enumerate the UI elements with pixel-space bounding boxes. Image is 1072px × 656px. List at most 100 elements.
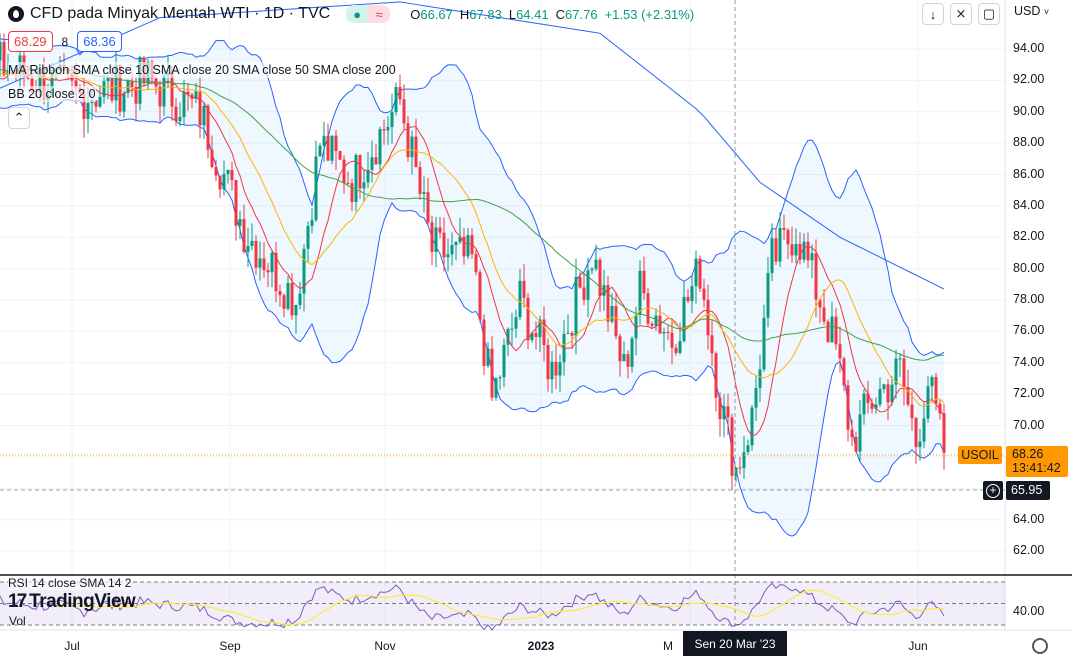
- bollinger-upper-line: [0, 38, 945, 357]
- settings-gear-icon[interactable]: [1032, 638, 1048, 654]
- candle-body: [406, 123, 410, 158]
- candle-body: [914, 418, 918, 448]
- candle-body: [558, 362, 562, 376]
- sell-price-button[interactable]: 68.29: [8, 31, 53, 52]
- candle-body: [162, 75, 166, 107]
- candle-body: [786, 229, 790, 245]
- candle-body: [874, 404, 878, 409]
- bb-legend[interactable]: BB 20 close 2 0: [8, 86, 96, 102]
- candle-body: [362, 182, 366, 189]
- candle-body: [906, 386, 910, 405]
- candle-body: [462, 236, 466, 257]
- candle-body: [746, 445, 750, 453]
- candle-body: [310, 220, 314, 226]
- candle-body: [286, 282, 290, 309]
- candle-body: [410, 136, 414, 158]
- candle-body: [670, 332, 674, 348]
- crosshair-date-label: Sen 20 Mar '23: [683, 631, 787, 656]
- candle-body: [690, 286, 694, 302]
- candle-body: [242, 219, 246, 252]
- price-axis-label: 76.00: [1013, 323, 1045, 338]
- candle-body: [482, 319, 486, 366]
- candle-body: [510, 328, 514, 330]
- candle-body: [790, 244, 794, 256]
- candle-body: [38, 68, 42, 93]
- candle-body: [322, 135, 326, 146]
- candle-body: [826, 321, 830, 343]
- candle-body: [202, 105, 206, 126]
- candle-body: [430, 222, 434, 252]
- candle-body: [50, 71, 54, 96]
- candle-body: [798, 243, 802, 260]
- time-label: Jul: [64, 639, 80, 653]
- symbol-title[interactable]: CFD pada Minyak Mentah WTI · 1D · TVC: [30, 5, 331, 22]
- vol-legend[interactable]: Vol: [9, 614, 26, 628]
- price-axis-label: 88.00: [1013, 135, 1045, 150]
- fullscreen-button[interactable]: ▢: [978, 3, 1000, 25]
- candle-body: [110, 77, 114, 101]
- candle-body: [726, 406, 730, 418]
- candle-body: [850, 429, 854, 437]
- time-label: Nov: [374, 639, 396, 653]
- status-pill[interactable]: ● ≈: [346, 5, 391, 23]
- candle-body: [674, 347, 678, 353]
- rsi-axis-label: 40.00: [1013, 604, 1045, 618]
- candle-body: [2, 41, 6, 76]
- candle-body: [266, 270, 270, 273]
- candle-body: [318, 145, 322, 157]
- candle-body: [30, 78, 34, 90]
- candle-body: [722, 406, 726, 420]
- candle-body: [654, 315, 658, 326]
- candle-body: [546, 345, 550, 380]
- candle-body: [698, 258, 702, 289]
- candle-body: [114, 64, 118, 101]
- add-alert-button[interactable]: +: [983, 481, 1003, 500]
- chevron-down-icon: ˅: [1043, 7, 1050, 17]
- candle-body: [130, 80, 134, 88]
- candle-body: [882, 384, 886, 390]
- collapse-legend-button[interactable]: ⌃: [8, 107, 30, 129]
- candle-body: [666, 332, 670, 334]
- candle-body: [574, 276, 578, 336]
- candle-body: [694, 258, 698, 287]
- candle-body: [662, 332, 666, 334]
- candle-body: [194, 90, 198, 99]
- candle-body: [170, 72, 174, 107]
- candle-body: [230, 170, 234, 181]
- price-axis-label: 64.00: [1013, 511, 1045, 526]
- candle-body: [774, 238, 778, 262]
- candle-body: [838, 344, 842, 359]
- candle-body: [398, 87, 402, 100]
- candle-body: [766, 273, 770, 318]
- chevron-up-icon: ⌃: [13, 110, 25, 125]
- candle-body: [634, 314, 638, 339]
- candle-body: [214, 167, 218, 176]
- candle-body: [330, 135, 334, 161]
- ma-ribbon-legend[interactable]: MA Ribbon SMA close 10 SMA close 20 SMA …: [8, 62, 396, 78]
- candle-body: [922, 418, 926, 442]
- candle-body: [138, 57, 142, 104]
- candle-body: [186, 91, 190, 95]
- candle-body: [762, 317, 766, 370]
- candle-body: [390, 112, 394, 127]
- candle-body: [778, 227, 782, 262]
- candle-body: [334, 135, 338, 152]
- sma-200-line: [0, 1, 945, 290]
- currency-selector[interactable]: USD ˅: [1014, 4, 1050, 18]
- candle-body: [626, 354, 630, 367]
- candle-body: [934, 377, 938, 404]
- tradingview-watermark[interactable]: 17 TradingView: [8, 591, 136, 612]
- price-axis-label: 92.00: [1013, 72, 1045, 87]
- rsi-legend[interactable]: RSI 14 close SMA 14 2: [8, 576, 132, 590]
- candle-body: [366, 169, 370, 183]
- scroll-down-button[interactable]: ↓: [922, 3, 944, 25]
- candle-body: [610, 306, 614, 322]
- candle-body: [598, 259, 602, 296]
- buy-price-button[interactable]: 68.36: [77, 31, 122, 52]
- collapse-button[interactable]: ⨯: [950, 3, 972, 25]
- crosshair-price-label: 65.95: [1006, 481, 1050, 500]
- candle-body: [498, 377, 502, 379]
- candle-body: [562, 333, 566, 363]
- candle-body: [518, 280, 522, 318]
